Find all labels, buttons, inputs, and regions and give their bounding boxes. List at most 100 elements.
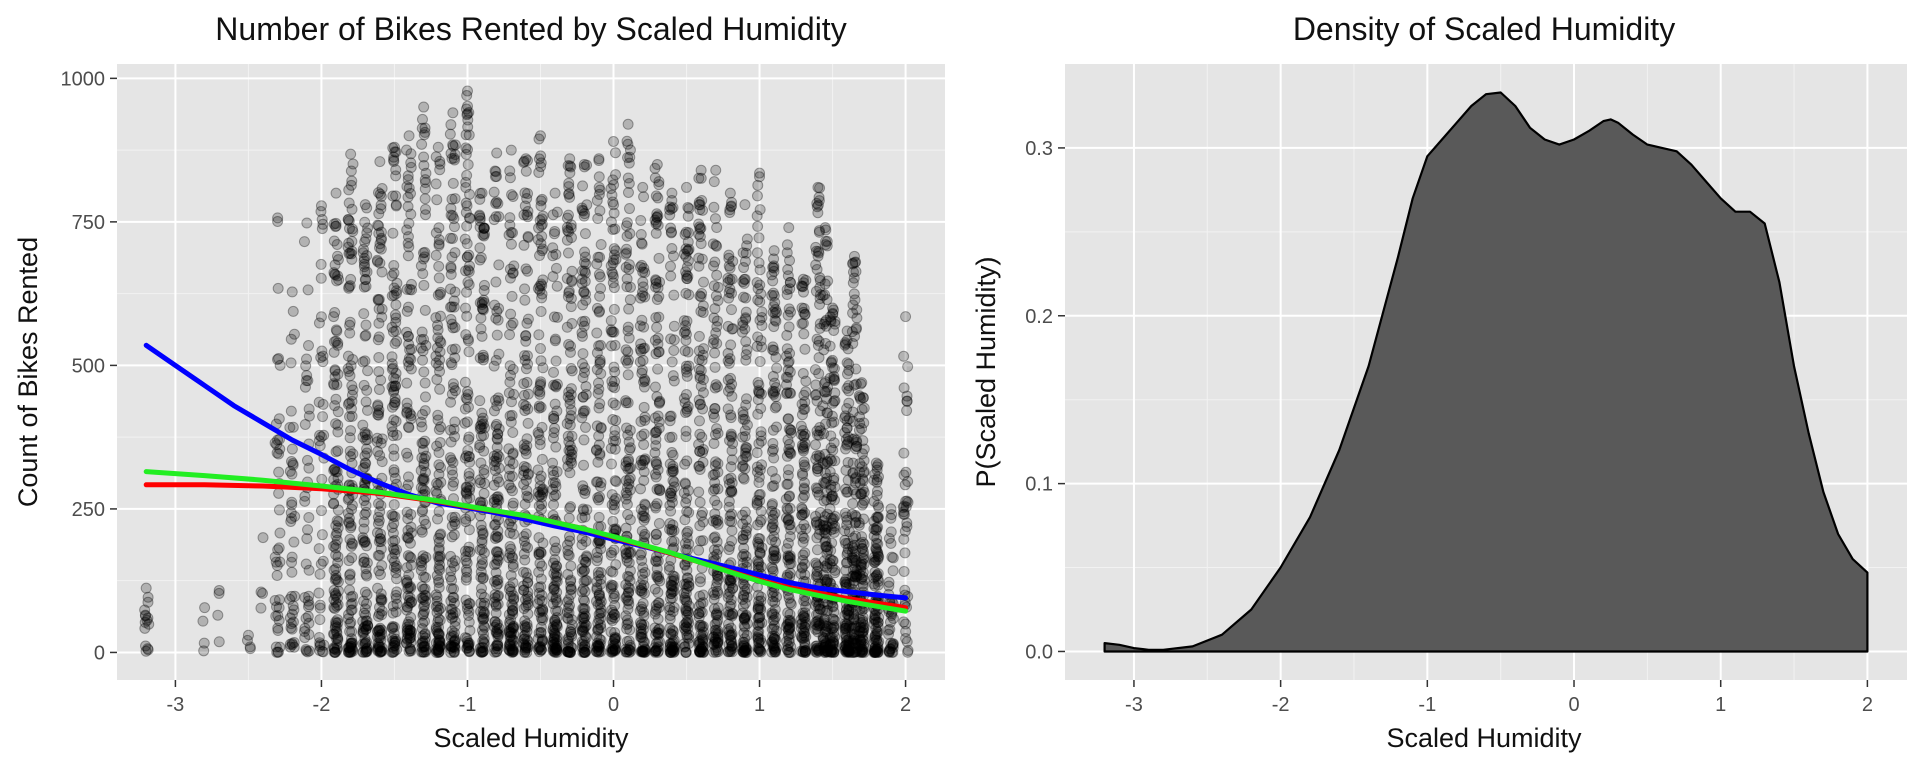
scatter-point: [848, 250, 860, 262]
scatter-point: [358, 258, 370, 270]
scatter-point: [359, 535, 371, 547]
scatter-point: [476, 187, 488, 199]
scatter-point: [697, 456, 709, 468]
scatter-point: [562, 642, 574, 654]
scatter-point: [331, 239, 343, 251]
scatter-point: [768, 321, 780, 333]
scatter-point: [653, 397, 665, 409]
scatter-point: [317, 218, 329, 230]
scatter-point: [708, 485, 720, 497]
scatter-point: [474, 395, 486, 407]
scatter-point: [795, 420, 807, 432]
density-x-axis-title: Scaled Humidity: [1386, 723, 1582, 753]
scatter-y-tick-labels: 0 250 500 750 1000: [61, 68, 106, 664]
scatter-point: [358, 556, 370, 568]
scatter-point: [562, 224, 574, 236]
scatter-point: [868, 474, 880, 486]
scatter-point: [769, 385, 781, 397]
scatter-point: [579, 246, 591, 258]
scatter-point: [475, 252, 487, 264]
scatter-point: [315, 311, 327, 323]
scatter-point: [492, 555, 504, 567]
scatter-point: [621, 646, 633, 658]
scatter-point: [332, 472, 344, 484]
scatter-point: [416, 138, 428, 150]
density-chart-title: Density of Scaled Humidity: [1293, 11, 1675, 47]
scatter-point: [343, 646, 355, 658]
scatter-point: [330, 563, 342, 575]
scatter-point: [328, 642, 340, 654]
scatter-point: [547, 209, 559, 221]
scatter-point: [624, 514, 636, 526]
scatter-point: [857, 497, 869, 509]
scatter-point: [361, 443, 373, 455]
scatter-point: [373, 608, 385, 620]
scatter-point: [390, 299, 402, 311]
scatter-point: [766, 522, 778, 534]
scatter-point: [331, 527, 343, 539]
scatter-point: [374, 257, 386, 269]
scatter-point: [286, 286, 298, 298]
scatter-point: [783, 413, 795, 425]
scatter-point: [489, 616, 501, 628]
scatter-point: [359, 450, 371, 462]
scatter-point: [493, 348, 505, 360]
scatter-point: [287, 421, 299, 433]
scatter-point: [679, 345, 691, 357]
scatter-point: [314, 644, 326, 656]
scatter-point: [332, 522, 344, 534]
scatter-point: [740, 393, 752, 405]
scatter-point: [342, 398, 354, 410]
scatter-point: [724, 187, 736, 199]
scatter-point: [799, 309, 811, 321]
scatter-point: [141, 614, 153, 626]
scatter-point: [329, 574, 341, 586]
scatter-point: [318, 639, 330, 651]
scatter-point: [345, 646, 357, 658]
scatter-point: [902, 475, 914, 487]
scatter-point: [140, 582, 152, 594]
scatter-point: [638, 373, 650, 385]
scatter-point: [668, 289, 680, 301]
scatter-point: [460, 481, 472, 493]
scatter-point: [548, 366, 560, 378]
scatter-point: [608, 495, 620, 507]
scatter-point: [387, 622, 399, 634]
scatter-point: [608, 282, 620, 294]
scatter-point: [620, 354, 632, 366]
scatter-point: [446, 359, 458, 371]
scatter-point: [432, 409, 444, 421]
scatter-point: [533, 566, 545, 578]
scatter-point: [508, 388, 520, 400]
scatter-point: [343, 215, 355, 227]
scatter-point: [387, 326, 399, 338]
scatter-point: [375, 191, 387, 203]
scatter-point: [770, 536, 782, 548]
scatter-point: [519, 646, 531, 658]
scatter-point: [809, 389, 821, 401]
scatter-point: [271, 569, 283, 581]
scatter-point: [666, 187, 678, 199]
scatter-point: [505, 543, 517, 555]
scatter-point: [652, 586, 664, 598]
scatter-point: [403, 628, 415, 640]
scatter-point: [605, 547, 617, 559]
scatter-point: [755, 426, 767, 438]
scatter-point: [580, 381, 592, 393]
scatter-point: [504, 172, 516, 184]
scatter-point: [287, 600, 299, 612]
scatter-point: [359, 330, 371, 342]
scatter-point: [358, 595, 370, 607]
scatter-point: [593, 589, 605, 601]
scatter-point: [316, 473, 328, 485]
scatter-point: [445, 283, 457, 295]
scatter-point: [751, 340, 763, 352]
scatter-point: [346, 410, 358, 422]
scatter-point: [361, 615, 373, 627]
scatter-point: [344, 445, 356, 457]
scatter-point: [900, 495, 912, 507]
scatter-point: [359, 621, 371, 633]
scatter-point: [244, 641, 256, 653]
scatter-point: [827, 397, 839, 409]
scatter-point: [725, 485, 737, 497]
